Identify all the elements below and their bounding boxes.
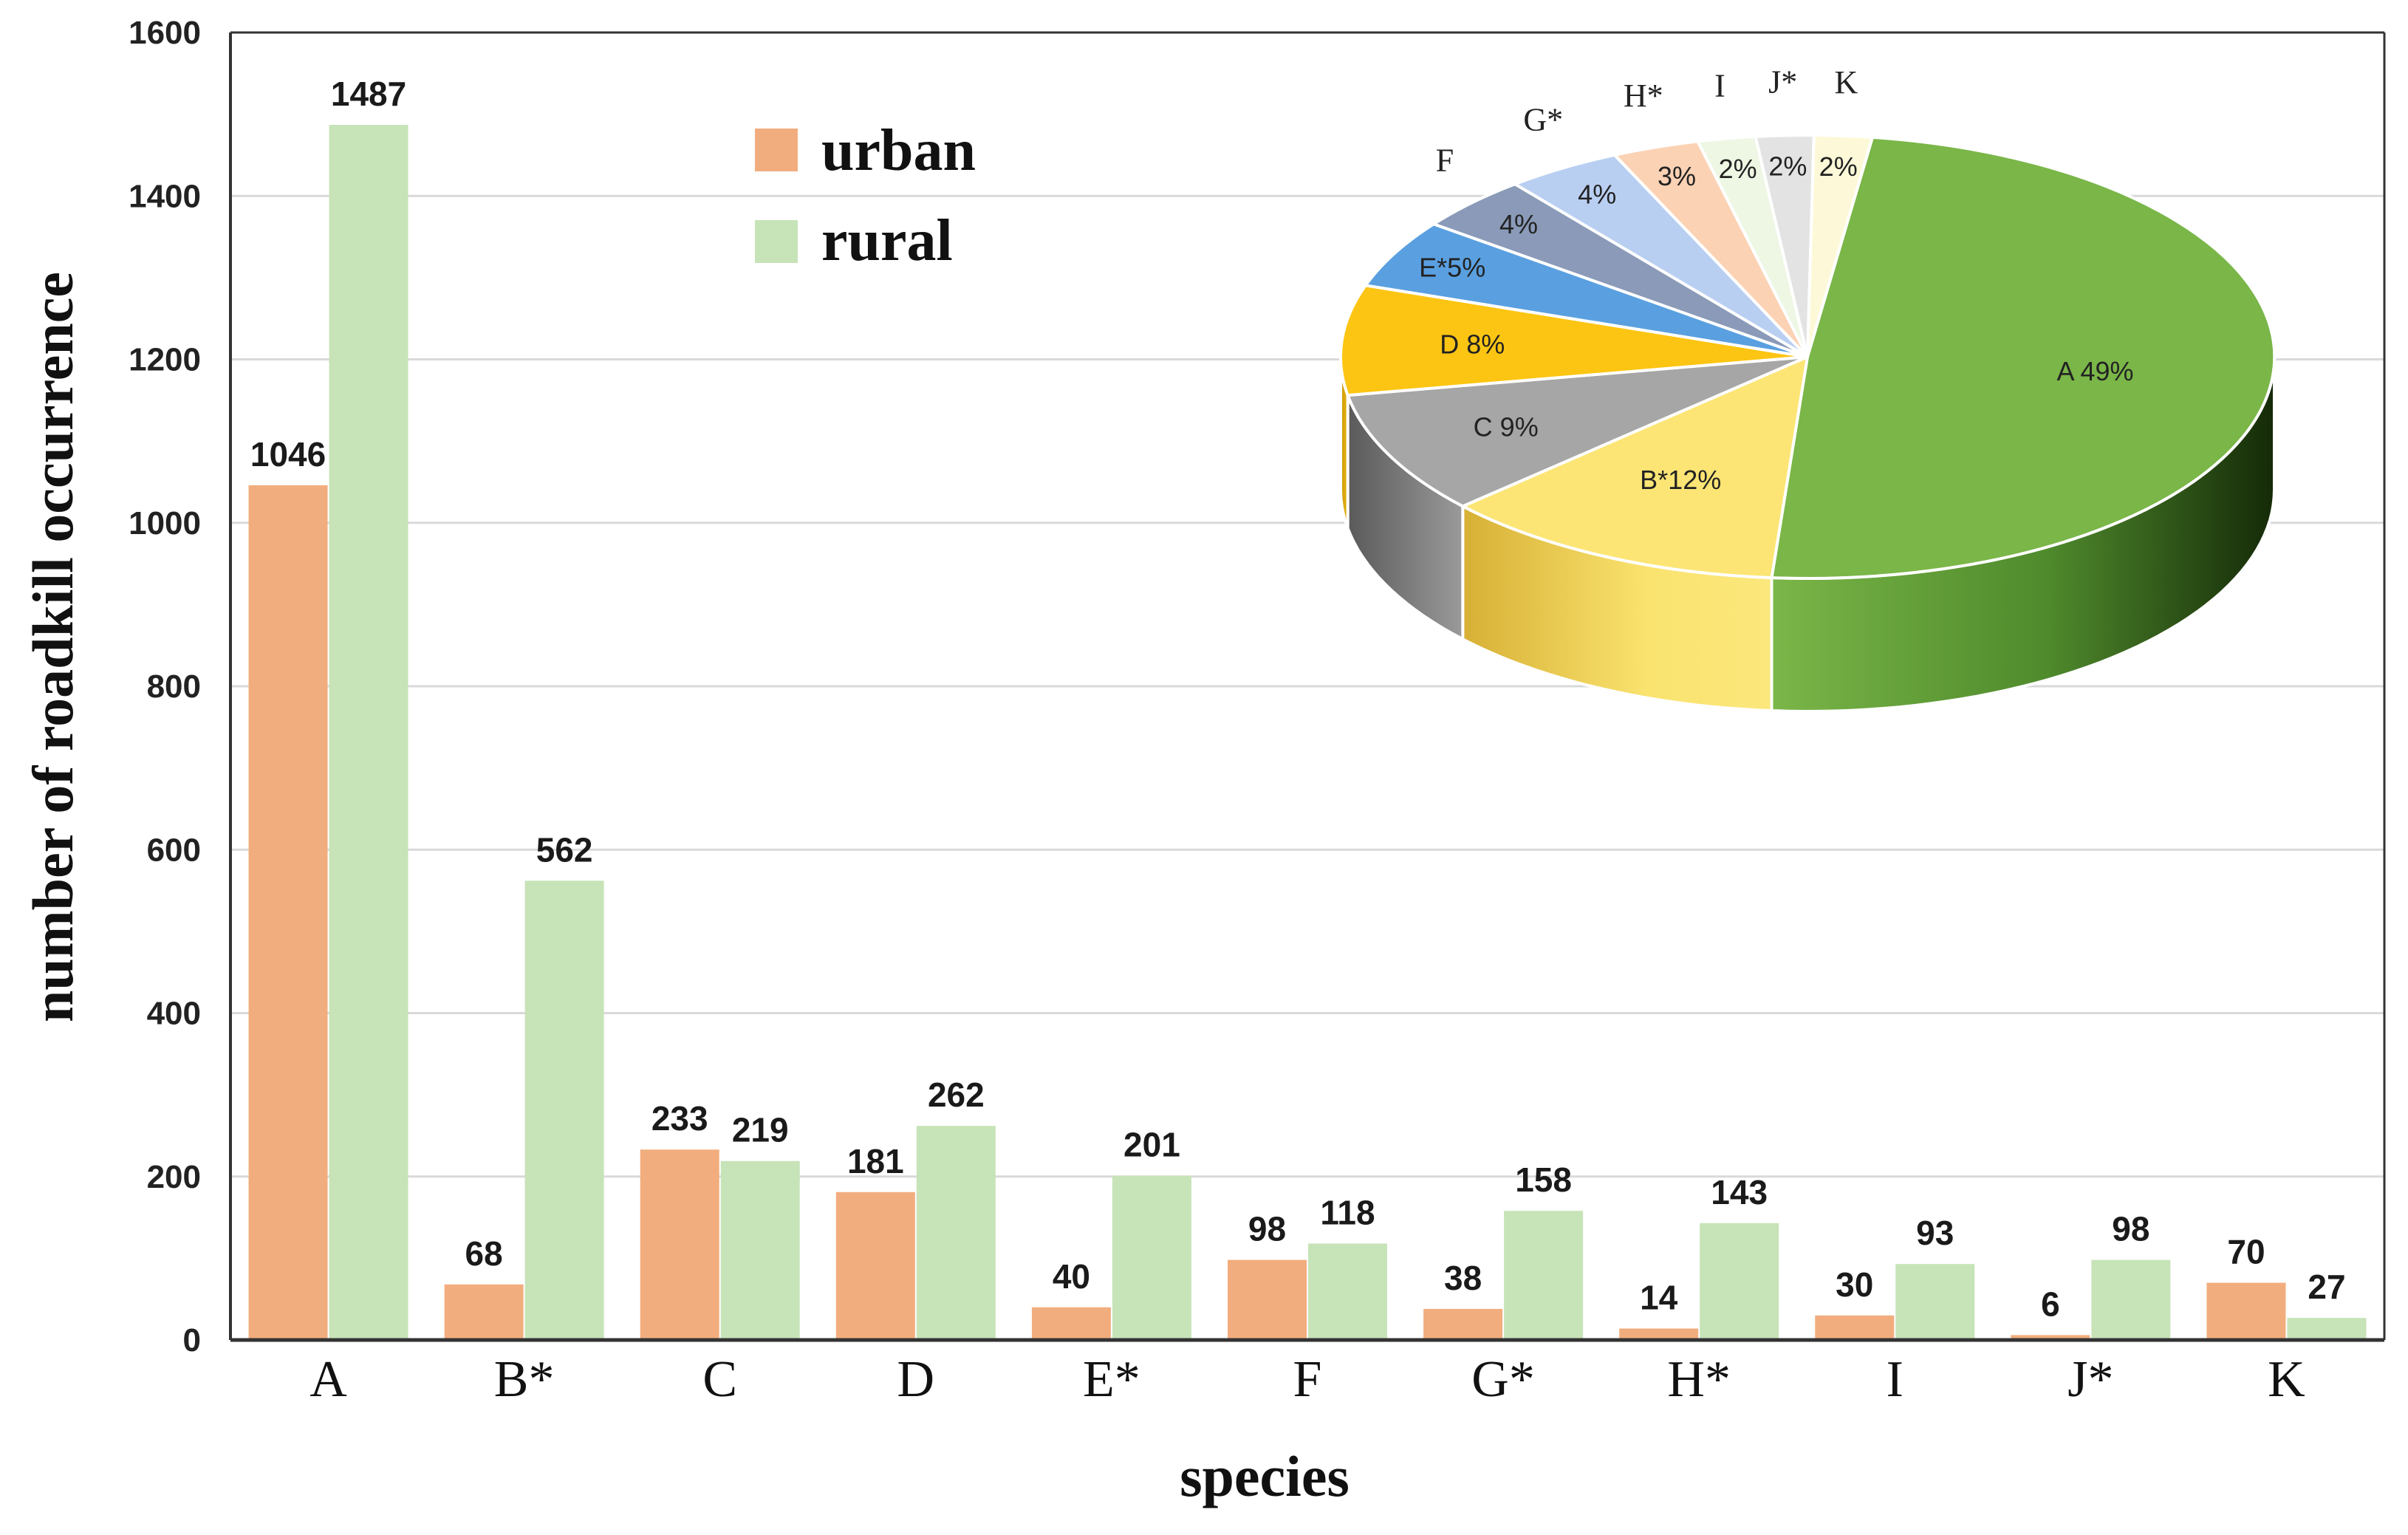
data-label-urban-G-star: 38: [1444, 1259, 1482, 1297]
bar-urban-F: [1228, 1259, 1307, 1340]
pie-chart: A 49% B*12% C 9% D 8% E*5% 4% F 4% G* 3% H* 2% I 2% J*…: [1339, 64, 2277, 714]
bar-rural-E-star: [1112, 1175, 1191, 1340]
x-axis-title: species: [1180, 1444, 1350, 1508]
pie-slice-E-star: [1363, 222, 1808, 358]
pie-outer-label-J-star: J*: [1768, 64, 1797, 100]
data-label-rural-B-star: 562: [536, 830, 593, 869]
bar-rural-H-star: [1700, 1223, 1779, 1340]
x-tick-label-C: C: [702, 1351, 737, 1408]
x-tick-label-F: F: [1293, 1351, 1322, 1408]
pie-label-C: C 9%: [1474, 411, 1539, 442]
data-label-urban-C: 233: [651, 1099, 708, 1138]
y-tick-label-800: 800: [147, 669, 201, 705]
bar-series-group: 1046 1487 68 562 233 219 181 262 40 201 98 118 38 158…: [248, 75, 2367, 1341]
data-label-urban-H-star: 14: [1640, 1279, 1678, 1317]
bar-rural-C: [720, 1160, 800, 1340]
bar-rural-I: [1895, 1264, 1975, 1340]
x-tick-label-B-star: B*: [494, 1351, 555, 1408]
data-label-urban-B-star: 68: [465, 1234, 503, 1273]
pie-label-I: 2%: [1719, 154, 1757, 184]
data-label-rural-A: 1487: [331, 75, 406, 113]
x-tick-label-G-star: G*: [1471, 1351, 1535, 1408]
pie-slice-K: [1806, 133, 1875, 358]
pie-label-K: 2%: [1819, 151, 1858, 182]
data-label-rural-D: 262: [928, 1076, 985, 1114]
pie-outer-label-F: F: [1436, 142, 1454, 178]
x-tick-label-H-star: H*: [1667, 1351, 1731, 1408]
pie-slice-C: [1345, 355, 1808, 508]
y-tick-label-200: 200: [147, 1159, 201, 1195]
bar-rural-K: [2287, 1318, 2367, 1340]
y-tick-label-1600: 1600: [129, 15, 201, 51]
bar-urban-H-star: [1619, 1328, 1699, 1340]
y-tick-label-0: 0: [183, 1322, 201, 1358]
data-label-rural-K: 27: [2308, 1268, 2345, 1306]
bar-rural-G-star: [1504, 1211, 1584, 1340]
pie-slice-B-star: [1459, 354, 1810, 580]
bar-rural-D: [916, 1126, 996, 1340]
axes: 0 200 400 600 800 1000 1200 1400 1600 A B* C D E* F G* H…: [129, 15, 2386, 1408]
legend: urban rural: [755, 118, 976, 273]
bar-urban-I: [1815, 1315, 1895, 1340]
bar-urban-C: [640, 1149, 719, 1340]
x-tick-label-I: I: [1887, 1351, 1904, 1408]
x-tick-label-K: K: [2268, 1351, 2305, 1408]
data-label-rural-H-star: 143: [1711, 1173, 1768, 1211]
pie-label-H-star: 3%: [1658, 161, 1696, 191]
legend-label-rural: rural: [821, 208, 953, 273]
pie-label-A: A 49%: [2056, 356, 2133, 386]
pie-outer-label-K: K: [1835, 64, 1858, 100]
data-label-rural-J-star: 98: [2112, 1210, 2149, 1248]
data-label-urban-E-star: 40: [1053, 1257, 1090, 1296]
pie-label-D: D 8%: [1440, 329, 1505, 359]
data-label-urban-F: 98: [1248, 1210, 1286, 1248]
y-tick-label-1400: 1400: [129, 178, 201, 214]
data-label-rural-F: 118: [1320, 1193, 1375, 1231]
bar-urban-A: [248, 485, 328, 1340]
y-tick-label-600: 600: [147, 832, 201, 868]
bar-urban-B-star: [444, 1284, 524, 1340]
x-tick-label-J-star: J*: [2067, 1351, 2113, 1408]
x-tick-label-E-star: E*: [1083, 1351, 1140, 1408]
y-tick-label-1200: 1200: [129, 342, 201, 378]
data-label-urban-J-star: 6: [2041, 1285, 2060, 1323]
bar-rural-J-star: [2091, 1259, 2171, 1340]
pie-label-J-star: 2%: [1768, 151, 1807, 181]
pie-label-G-star: 4%: [1578, 179, 1616, 209]
data-label-urban-K: 70: [2227, 1233, 2265, 1271]
data-label-urban-D: 181: [847, 1142, 904, 1180]
y-axis-title: number of roadkill occurrence: [21, 272, 85, 1022]
bar-urban-E-star: [1031, 1307, 1111, 1340]
data-label-urban-A: 1046: [250, 435, 326, 474]
bar-rural-A: [329, 125, 408, 1341]
legend-swatch-rural: [755, 220, 798, 263]
bar-urban-G-star: [1423, 1308, 1503, 1340]
bar-urban-D: [835, 1192, 915, 1340]
pie-outer-label-H-star: H*: [1624, 78, 1663, 114]
legend-swatch-urban: [755, 129, 798, 171]
data-label-rural-E-star: 201: [1123, 1126, 1180, 1164]
pie-label-B-star: B*12%: [1640, 465, 1721, 495]
y-tick-label-1000: 1000: [129, 505, 201, 541]
legend-label-urban: urban: [821, 118, 976, 183]
data-label-rural-I: 93: [1916, 1214, 1954, 1252]
data-label-rural-C: 219: [732, 1111, 789, 1149]
pie-slice-D: [1339, 284, 1808, 397]
bar-urban-J-star: [2011, 1335, 2090, 1340]
bar-rural-B-star: [524, 881, 604, 1340]
data-label-rural-G-star: 158: [1515, 1160, 1572, 1199]
bar-urban-K: [2206, 1282, 2286, 1340]
y-tick-label-400: 400: [147, 996, 201, 1032]
pie-outer-label-I: I: [1714, 67, 1725, 103]
bar-rural-F: [1308, 1243, 1387, 1340]
x-tick-label-D: D: [897, 1351, 935, 1408]
pie-slice-A: [1770, 135, 2277, 580]
data-label-urban-I: 30: [1836, 1265, 1873, 1304]
pie-outer-label-G-star: G*: [1523, 102, 1563, 138]
pie-label-E-star: E*5%: [1419, 253, 1485, 283]
x-tick-label-A: A: [309, 1351, 347, 1408]
pie-label-F: 4%: [1499, 209, 1538, 239]
